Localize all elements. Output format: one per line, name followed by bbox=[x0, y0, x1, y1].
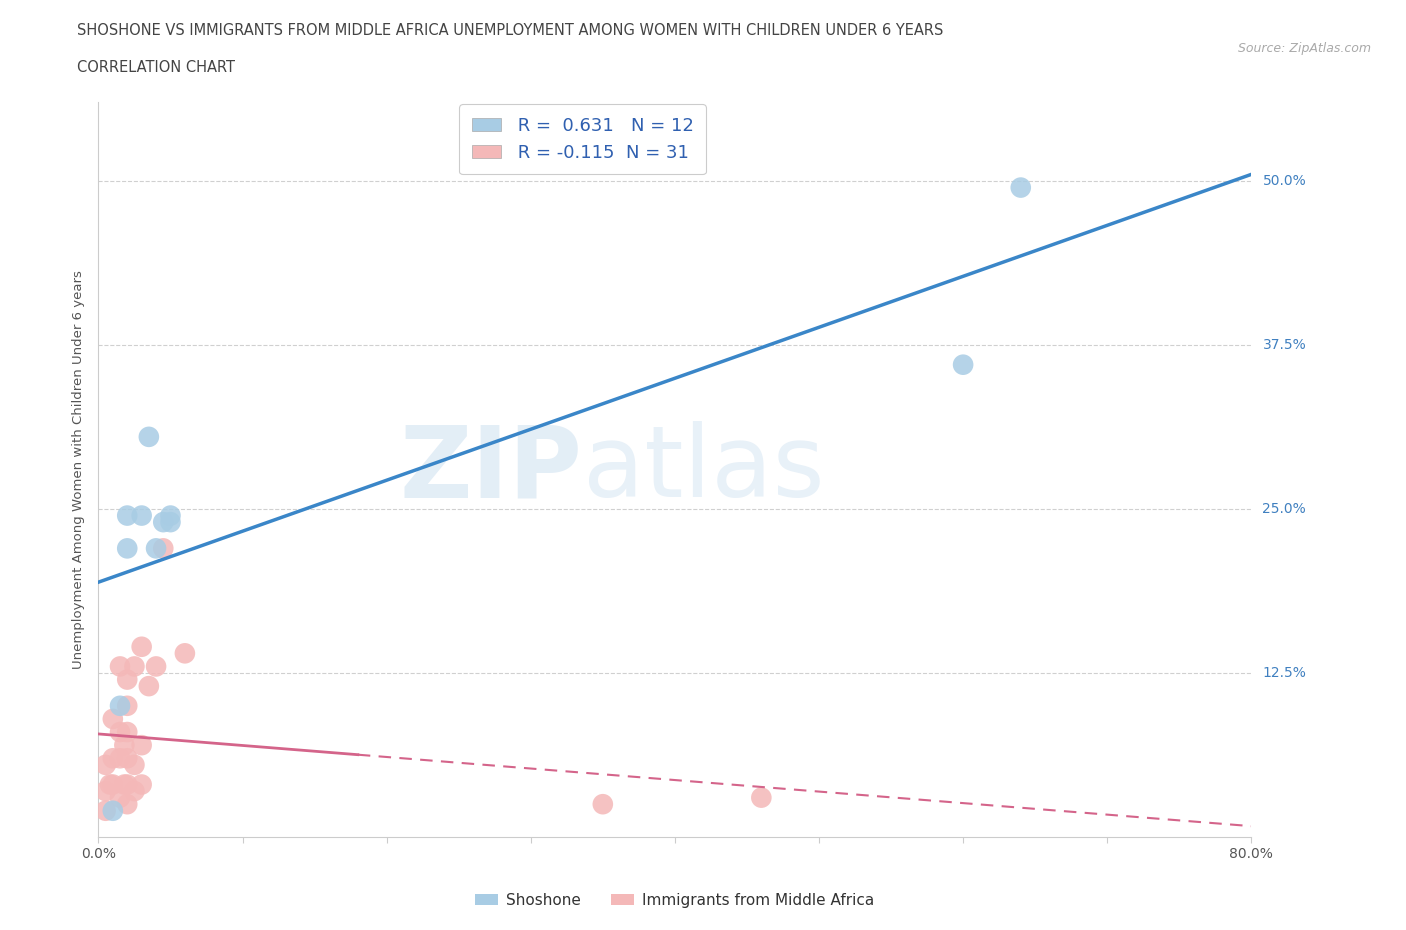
Point bbox=[124, 757, 146, 772]
Point bbox=[108, 698, 131, 713]
Text: 12.5%: 12.5% bbox=[1263, 666, 1306, 680]
Point bbox=[94, 804, 117, 818]
Point bbox=[117, 698, 138, 713]
Point bbox=[117, 777, 138, 792]
Point bbox=[117, 724, 138, 739]
Text: ZIP: ZIP bbox=[399, 421, 582, 518]
Point bbox=[152, 514, 174, 529]
Point bbox=[592, 797, 614, 812]
Point bbox=[117, 751, 138, 765]
Legend: Shoshone, Immigrants from Middle Africa: Shoshone, Immigrants from Middle Africa bbox=[470, 886, 880, 914]
Point bbox=[138, 679, 160, 694]
Y-axis label: Unemployment Among Women with Children Under 6 years: Unemployment Among Women with Children U… bbox=[72, 271, 86, 669]
Point bbox=[952, 357, 974, 372]
Point bbox=[112, 777, 135, 792]
Point bbox=[108, 659, 131, 674]
Text: 50.0%: 50.0% bbox=[1263, 174, 1306, 188]
Point bbox=[152, 541, 174, 556]
Point bbox=[159, 508, 181, 523]
Point bbox=[101, 751, 124, 765]
Point bbox=[117, 508, 138, 523]
Point bbox=[108, 724, 131, 739]
Point bbox=[124, 659, 146, 674]
Point bbox=[98, 777, 121, 792]
Point bbox=[117, 672, 138, 687]
Point bbox=[174, 645, 197, 660]
Point bbox=[131, 737, 153, 752]
Point bbox=[159, 514, 181, 529]
Text: SHOSHONE VS IMMIGRANTS FROM MIDDLE AFRICA UNEMPLOYMENT AMONG WOMEN WITH CHILDREN: SHOSHONE VS IMMIGRANTS FROM MIDDLE AFRIC… bbox=[77, 23, 943, 38]
Point bbox=[117, 797, 138, 812]
Point bbox=[117, 541, 138, 556]
Point bbox=[108, 790, 131, 805]
Point bbox=[108, 751, 131, 765]
Point bbox=[112, 737, 135, 752]
Point bbox=[94, 784, 117, 799]
Point bbox=[145, 541, 167, 556]
Point bbox=[101, 777, 124, 792]
Point bbox=[751, 790, 773, 805]
Point bbox=[138, 430, 160, 445]
Point bbox=[124, 784, 146, 799]
Point bbox=[131, 777, 153, 792]
Point bbox=[145, 659, 167, 674]
Text: atlas: atlas bbox=[582, 421, 824, 518]
Point bbox=[94, 757, 117, 772]
Point bbox=[101, 711, 124, 726]
Point bbox=[1010, 180, 1032, 195]
Point bbox=[131, 639, 153, 654]
Text: CORRELATION CHART: CORRELATION CHART bbox=[77, 60, 235, 75]
Text: Source: ZipAtlas.com: Source: ZipAtlas.com bbox=[1237, 42, 1371, 55]
Text: 25.0%: 25.0% bbox=[1263, 502, 1306, 516]
Point bbox=[131, 508, 153, 523]
Point bbox=[101, 804, 124, 818]
Text: 37.5%: 37.5% bbox=[1263, 338, 1306, 352]
